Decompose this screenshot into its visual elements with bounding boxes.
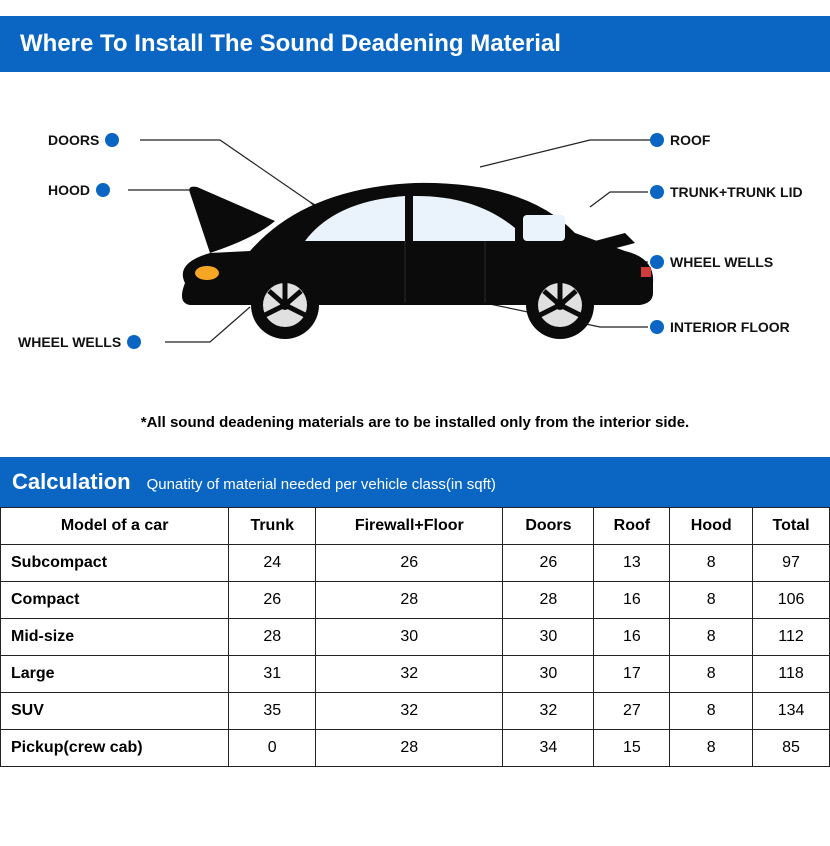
table-cell: 8: [670, 730, 753, 767]
table-column-header: Trunk: [229, 508, 316, 545]
table-cell: 0: [229, 730, 316, 767]
label-hood: HOOD: [48, 182, 110, 198]
table-cell: 97: [753, 545, 830, 582]
table-cell: 15: [594, 730, 670, 767]
table-cell: 8: [670, 656, 753, 693]
table-cell: 35: [229, 693, 316, 730]
table-cell: 8: [670, 545, 753, 582]
car-illustration: [155, 143, 675, 343]
table-row: Mid-size283030168112: [1, 619, 830, 656]
table-cell: 28: [503, 582, 594, 619]
dot-icon: [650, 255, 664, 269]
front-wheel: [251, 271, 319, 339]
calc-table: Model of a carTrunkFirewall+FloorDoorsRo…: [0, 507, 830, 767]
table-column-header: Total: [753, 508, 830, 545]
page-title: Where To Install The Sound Deadening Mat…: [0, 16, 830, 72]
dot-icon: [650, 185, 664, 199]
table-cell: 32: [503, 693, 594, 730]
dot-icon: [650, 320, 664, 334]
label-roof-text: ROOF: [670, 132, 710, 148]
table-cell: 24: [229, 545, 316, 582]
table-cell: 28: [229, 619, 316, 656]
table-column-header: Hood: [670, 508, 753, 545]
calc-title: Calculation: [12, 469, 131, 495]
label-doors: DOORS: [48, 132, 119, 148]
table-cell: 28: [316, 582, 503, 619]
label-trunk: TRUNK+TRUNK LID: [650, 184, 803, 200]
table-cell: 26: [503, 545, 594, 582]
label-hood-text: HOOD: [48, 182, 90, 198]
label-roof: ROOF: [650, 132, 710, 148]
table-cell-model: Pickup(crew cab): [1, 730, 229, 767]
table-cell: 26: [229, 582, 316, 619]
dot-icon: [650, 133, 664, 147]
car-diagram: DOORS HOOD WHEEL WELLS ROOF TRUNK+TRUNK …: [0, 72, 830, 422]
table-cell-model: Large: [1, 656, 229, 693]
dot-icon: [96, 183, 110, 197]
table-header-row: Model of a carTrunkFirewall+FloorDoorsRo…: [1, 508, 830, 545]
table-cell-model: Subcompact: [1, 545, 229, 582]
table-row: Subcompact24262613897: [1, 545, 830, 582]
table-body: Subcompact24262613897Compact262828168106…: [1, 545, 830, 767]
table-cell: 30: [503, 619, 594, 656]
table-cell: 30: [503, 656, 594, 693]
table-column-header: Firewall+Floor: [316, 508, 503, 545]
table-cell: 27: [594, 693, 670, 730]
table-column-header: Roof: [594, 508, 670, 545]
dot-icon: [105, 133, 119, 147]
table-row: Pickup(crew cab)0283415885: [1, 730, 830, 767]
table-cell: 16: [594, 619, 670, 656]
table-cell: 85: [753, 730, 830, 767]
table-cell: 32: [316, 656, 503, 693]
table-cell-model: SUV: [1, 693, 229, 730]
label-wheelwells-left: WHEEL WELLS: [18, 334, 141, 350]
table-cell: 8: [670, 619, 753, 656]
table-cell: 13: [594, 545, 670, 582]
table-cell: 17: [594, 656, 670, 693]
table-row: Compact262828168106: [1, 582, 830, 619]
dot-icon: [127, 335, 141, 349]
label-doors-text: DOORS: [48, 132, 99, 148]
label-wheelwells-right: WHEEL WELLS: [650, 254, 773, 270]
label-interiorfloor-text: INTERIOR FLOOR: [670, 319, 790, 335]
table-cell-model: Compact: [1, 582, 229, 619]
table-column-header: Doors: [503, 508, 594, 545]
calc-header: Calculation Qunatity of material needed …: [0, 453, 830, 507]
label-wheelwells-left-text: WHEEL WELLS: [18, 334, 121, 350]
label-wheelwells-right-text: WHEEL WELLS: [670, 254, 773, 270]
table-cell: 112: [753, 619, 830, 656]
label-interiorfloor: INTERIOR FLOOR: [650, 319, 790, 335]
table-cell: 134: [753, 693, 830, 730]
table-cell: 28: [316, 730, 503, 767]
table-cell: 16: [594, 582, 670, 619]
table-cell: 30: [316, 619, 503, 656]
table-cell: 31: [229, 656, 316, 693]
table-cell: 118: [753, 656, 830, 693]
rear-wheel: [526, 271, 594, 339]
table-cell: 106: [753, 582, 830, 619]
table-row: Large313230178118: [1, 656, 830, 693]
table-cell: 8: [670, 582, 753, 619]
table-cell-model: Mid-size: [1, 619, 229, 656]
calc-subtitle: Qunatity of material needed per vehicle …: [147, 476, 496, 493]
table-column-header: Model of a car: [1, 508, 229, 545]
table-cell: 26: [316, 545, 503, 582]
label-trunk-text: TRUNK+TRUNK LID: [670, 184, 803, 200]
table-cell: 32: [316, 693, 503, 730]
table-cell: 8: [670, 693, 753, 730]
table-cell: 34: [503, 730, 594, 767]
table-row: SUV353232278134: [1, 693, 830, 730]
